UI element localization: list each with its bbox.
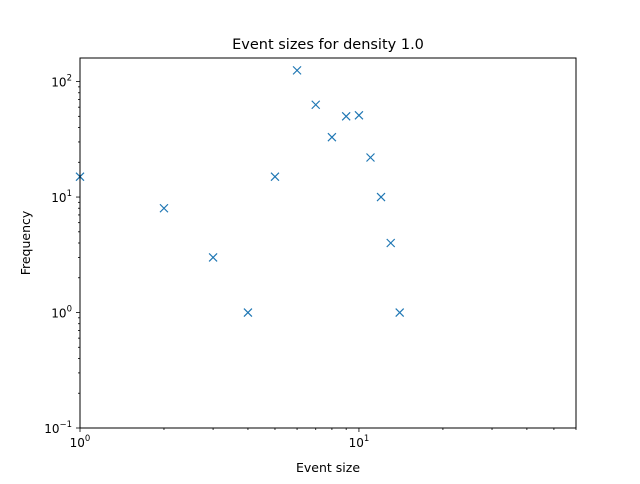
- chart-title: Event sizes for density 1.0: [232, 37, 424, 53]
- data-point: [208, 253, 218, 262]
- data-point: [395, 308, 405, 317]
- x-tick-label: 101: [349, 434, 370, 450]
- data-point: [243, 308, 253, 317]
- y-tick-label: 100: [51, 305, 72, 321]
- data-point: [341, 111, 351, 121]
- data-point: [270, 172, 280, 182]
- plot-marks: [75, 65, 405, 317]
- data-point: [386, 238, 396, 248]
- data-point: [376, 192, 386, 202]
- y-axis-label: Frequency: [18, 210, 33, 275]
- data-point: [311, 100, 321, 110]
- data-point: [366, 153, 375, 162]
- y-tick-label: 101: [51, 189, 72, 205]
- data-point: [327, 132, 337, 142]
- x-tick-label: 100: [70, 434, 91, 450]
- data-point: [159, 203, 169, 213]
- x-axis-ticks: 100 101: [70, 428, 577, 450]
- data-point: [292, 65, 302, 75]
- x-axis-label: Event size: [296, 460, 360, 475]
- y-tick-label: 102: [51, 74, 72, 90]
- y-axis-ticks: 10−1 100 101 102: [44, 74, 80, 436]
- plot-frame: [79, 57, 577, 429]
- data-point: [354, 110, 364, 120]
- y-tick-label: 10−1: [44, 420, 72, 436]
